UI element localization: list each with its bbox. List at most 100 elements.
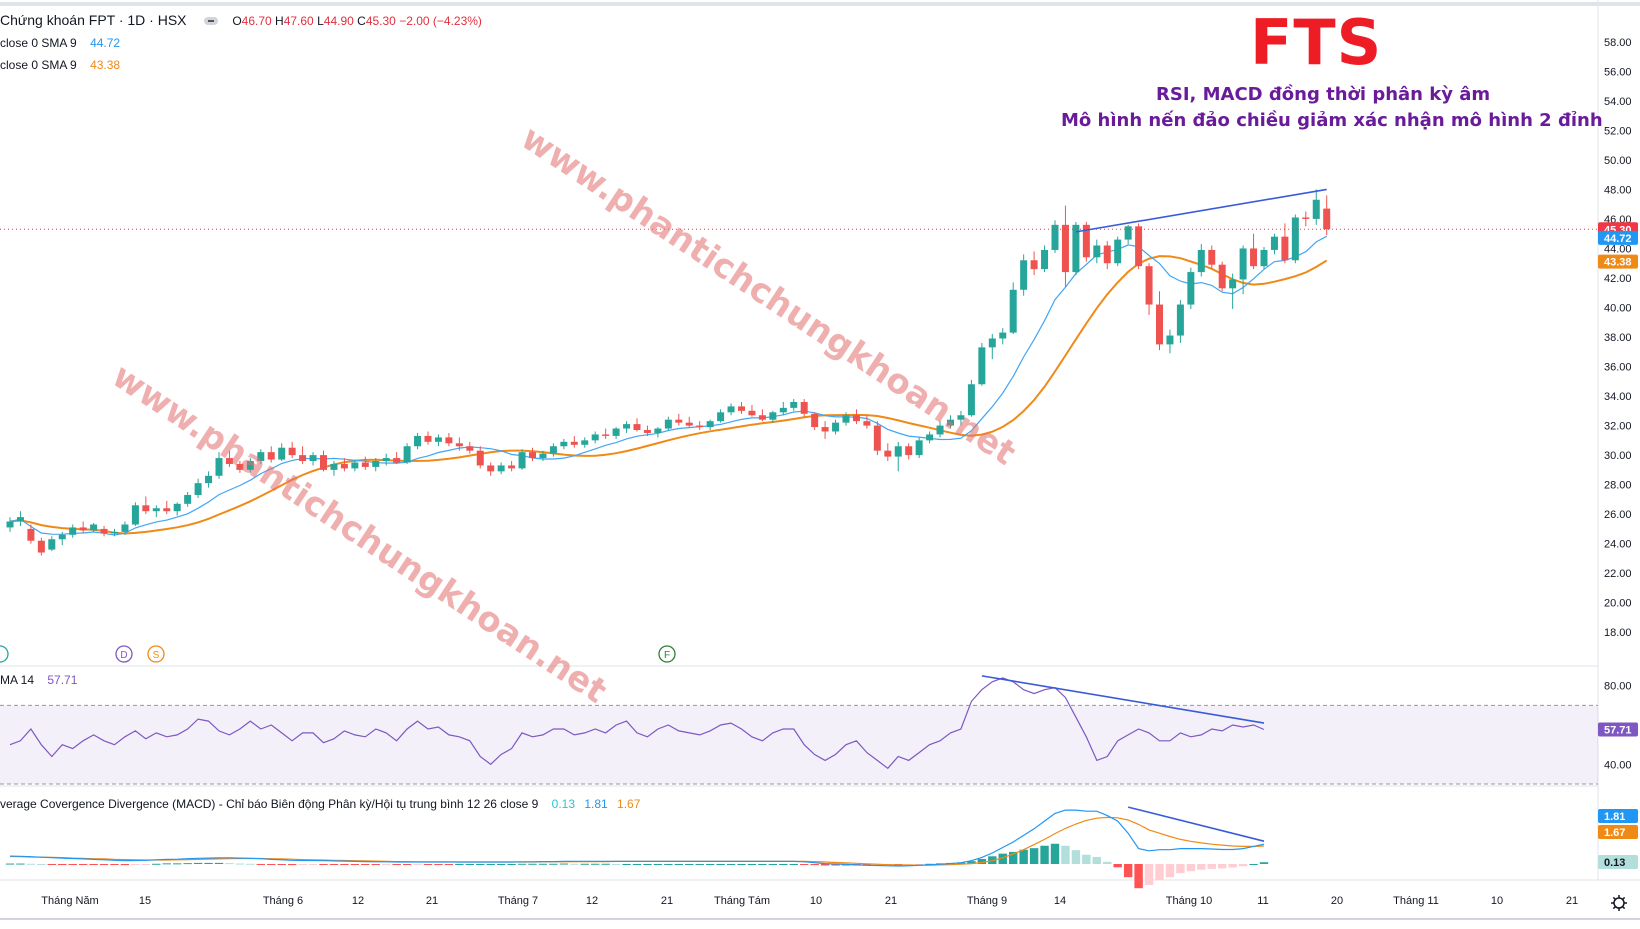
candle-body [779, 407, 787, 413]
candle-body [487, 465, 495, 472]
macd-histogram-bar [58, 864, 67, 865]
macd-histogram-bar [120, 864, 130, 866]
macd-signal-value: 1.67 [617, 797, 641, 811]
price-tick-label: 50.00 [1604, 155, 1632, 167]
macd-histogram-bar [225, 863, 234, 865]
macd-histogram-bar [632, 864, 642, 865]
macd-histogram-bar [517, 863, 527, 865]
macd-histogram-bar [653, 864, 663, 865]
macd-histogram-bar [1228, 864, 1237, 868]
macd-histogram-bar [110, 864, 119, 865]
rsi-legend[interactable]: MA 14 57.71 [0, 673, 77, 687]
time-tick-label: 21 [426, 895, 438, 907]
macd-histogram-bar [298, 864, 307, 865]
candle-body [727, 406, 735, 413]
macd-tag-label: 0.13 [1604, 857, 1625, 869]
candle-body [184, 494, 192, 504]
macd-trendline [1127, 806, 1265, 842]
macd-histogram-bar [382, 864, 391, 865]
macd-histogram-bar [162, 863, 171, 865]
candle-body [685, 422, 693, 426]
macd-histogram-bar [173, 863, 182, 865]
candle-body [654, 428, 662, 433]
candle-body [173, 503, 181, 512]
macd-histogram-bar [1019, 849, 1028, 864]
macd-histogram-bar [496, 864, 506, 865]
macd-histogram-bar [1029, 848, 1039, 864]
candle-body [852, 415, 860, 422]
macd-histogram-bar [549, 863, 558, 865]
macd-histogram-bar [591, 863, 600, 865]
macd-tag-box [1598, 855, 1638, 869]
candle-body [497, 465, 505, 472]
candle-body [905, 446, 913, 456]
macd-histogram-bar [1092, 856, 1101, 864]
settings-gear-icon[interactable] [1611, 895, 1627, 911]
close-label: C [357, 14, 366, 28]
macd-histogram-bar [1009, 851, 1018, 864]
sma-slow-legend[interactable]: close 0 SMA 9 43.38 [0, 58, 120, 72]
macd-histogram-bar [611, 864, 621, 865]
macd-histogram-bar [789, 864, 798, 865]
macd-legend[interactable]: verage Covergence Divergence (MACD) - Ch… [0, 797, 640, 811]
candle-body [821, 427, 829, 432]
price-tick-label: 56.00 [1604, 66, 1632, 78]
ticker-title: FTS [1250, 6, 1383, 79]
candle-body [811, 413, 819, 428]
macd-histogram-bar [1186, 864, 1196, 872]
macd-histogram-bar [559, 863, 569, 865]
macd-histogram-bar [141, 864, 151, 865]
open-label: O [232, 14, 242, 28]
macd-histogram-bar [674, 864, 683, 865]
candle-body [591, 434, 599, 441]
price-tag-box [1598, 254, 1638, 269]
candle-body [508, 465, 516, 469]
macd-histogram-bar [998, 853, 1007, 864]
candle-body [1041, 249, 1049, 270]
candle-body [434, 437, 442, 442]
candle-body [1114, 239, 1122, 264]
macd-histogram-bar [664, 864, 673, 865]
rsi-tick-label: 80.00 [1604, 681, 1632, 693]
sma-fast-legend[interactable]: close 0 SMA 9 44.72 [0, 36, 120, 50]
candle-body [926, 434, 934, 441]
rsi-band [0, 705, 1598, 784]
macd-histogram-bar [507, 864, 516, 865]
macd-histogram-bar [768, 864, 778, 865]
time-tick-label: 21 [661, 895, 673, 907]
macd-histogram-bar [68, 864, 77, 865]
macd-histogram-bar [758, 864, 767, 865]
candle-body [194, 483, 202, 495]
macd-hist-value: 0.13 [551, 797, 575, 811]
candle-body [769, 412, 777, 420]
candle-body [884, 450, 892, 457]
time-tick-label: Tháng 10 [1166, 895, 1212, 907]
macd-line [9, 809, 1265, 867]
candle-body [111, 531, 118, 534]
candle-body [361, 462, 369, 467]
macd-histogram-bar [1103, 861, 1112, 864]
macd-histogram-bar [1144, 864, 1154, 885]
price-tick-label: 40.00 [1604, 303, 1632, 315]
price-tick-label: 52.00 [1604, 125, 1632, 137]
macd-histogram-bar [1207, 864, 1216, 869]
gear-tooth [1612, 896, 1616, 900]
macd-tag-label: 1.81 [1604, 811, 1625, 823]
macd-histogram-bar [643, 864, 652, 865]
macd-histogram-bar [810, 864, 819, 866]
candle-body [894, 446, 902, 457]
rsi-trendline [981, 675, 1265, 724]
candle-body [915, 440, 923, 456]
rsi-tag-label: 57.71 [1604, 725, 1632, 737]
macd-histogram-bar [831, 864, 840, 866]
event-marker-label: D [120, 650, 127, 661]
candle-body [1009, 289, 1017, 333]
candle-body [978, 347, 986, 385]
macd-histogram-bar [402, 864, 412, 865]
macd-histogram-bar [183, 863, 192, 865]
macd-histogram-bar [214, 862, 224, 864]
hide-legend-icon[interactable] [204, 17, 219, 26]
candle-body [69, 527, 77, 535]
symbol-title[interactable]: Chứng khoán FPT · 1D · HSX [0, 12, 187, 28]
